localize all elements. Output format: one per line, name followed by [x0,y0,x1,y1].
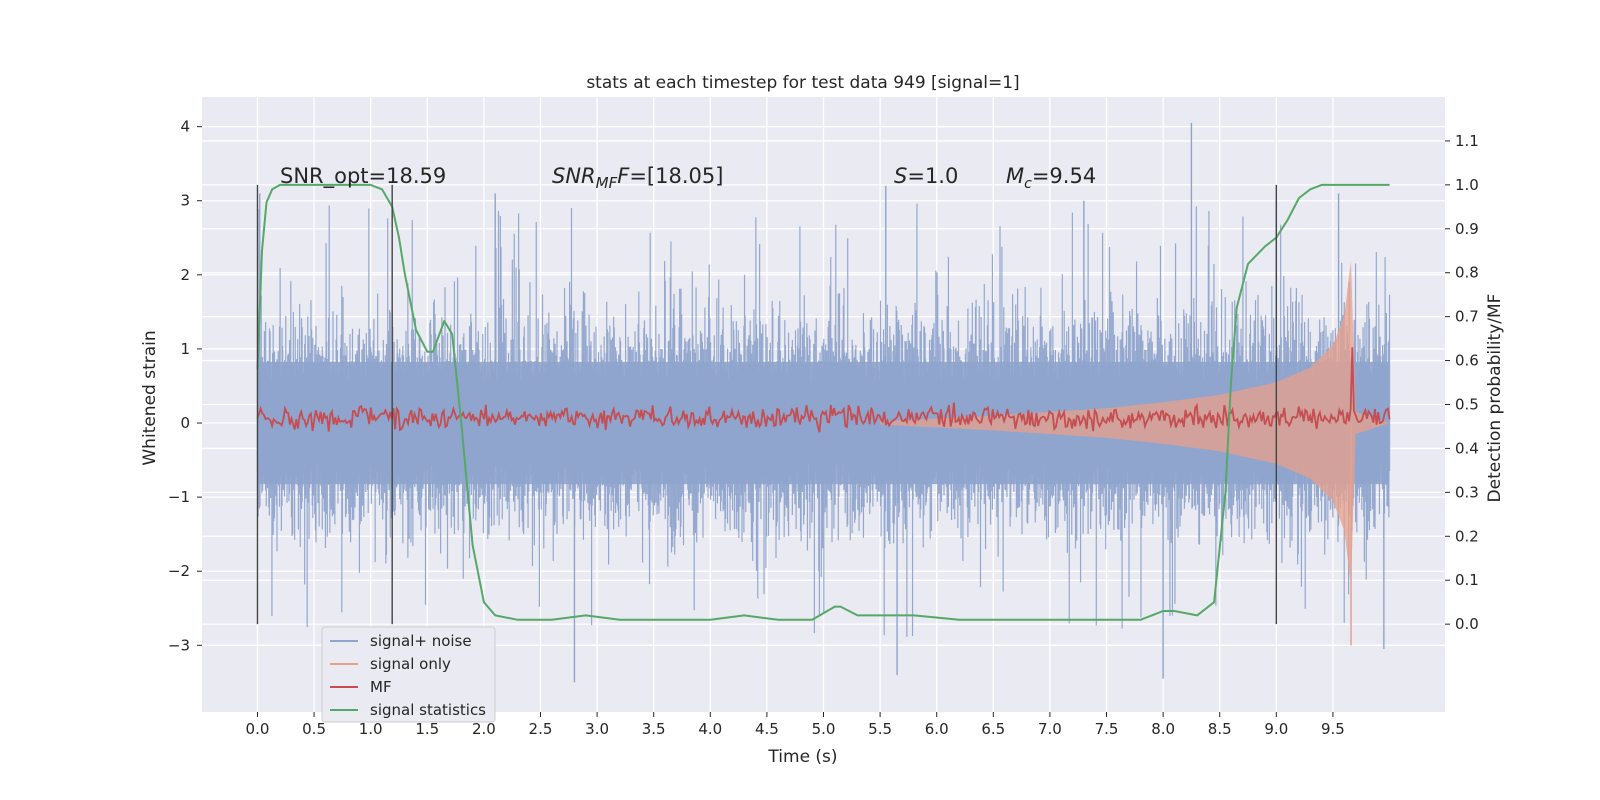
mf-series [256,347,1391,433]
x-tick-label: 3.5 [642,720,666,738]
mc-annotation: Mc=9.54 [1006,164,1096,192]
y-right-tick-label: 1.1 [1455,132,1479,150]
y-right-tick-label: 0.9 [1455,220,1479,238]
y-left-tick-label: 3 [180,192,190,210]
y-right-tick-label: 0.6 [1455,352,1479,370]
y-right-tick-label: 0.8 [1455,264,1479,282]
y-right-tick-label: 0.0 [1455,615,1479,633]
y-right-tick-label: 0.7 [1455,308,1479,326]
x-tick-label: 9.0 [1264,720,1288,738]
legend-label: signal statistics [370,701,486,719]
y-left-tick-label: −2 [168,562,190,580]
y-left-tick-label: 4 [180,118,190,136]
snr-opt-annotation: SNR_opt=18.59 [280,164,446,189]
signal-only-series [880,260,1390,586]
x-tick-label: 2.5 [529,720,553,738]
y-left-tick-label: 1 [180,340,190,358]
x-tick-label: 5.5 [868,720,892,738]
y-right-tick-label: 0.5 [1455,396,1479,414]
y-axis-left-label: Whitened strain [140,330,160,465]
snr-mf-annotation: SNRMFF=[18.05] [552,164,723,192]
y-right-tick-label: 0.4 [1455,439,1479,457]
x-tick-label: 7.0 [1038,720,1062,738]
chart-title: stats at each timestep for test data 949… [586,73,1019,93]
x-axis-label: Time (s) [767,747,837,767]
s-annotation: S=1.0 [894,164,958,188]
x-tick-label: 7.5 [1095,720,1119,738]
legend: signal+ noise signal only MF signal statist… [321,626,496,723]
y-right-tick-label: 1.0 [1455,176,1479,194]
legend-label: MF [370,678,392,696]
y-left-tick-label: 0 [180,414,190,432]
x-tick-label: 6.0 [925,720,949,738]
legend-box [321,626,496,723]
x-tick-label: 6.5 [981,720,1005,738]
x-tick-label: 9.5 [1321,720,1345,738]
signal-statistics-series [256,183,1390,621]
legend-label: signal only [370,655,451,673]
x-tick-label: 2.0 [472,720,496,738]
x-tick-label: 4.0 [698,720,722,738]
x-tick-label: 3.0 [585,720,609,738]
x-tick-label: 1.5 [415,720,439,738]
x-tick-label: 1.0 [359,720,383,738]
x-tick-label: 0.0 [246,720,270,738]
x-tick-label: 4.5 [755,720,779,738]
x-tick-label: 8.0 [1151,720,1175,738]
y-right-tick-label: 0.2 [1455,527,1479,545]
y-left-tick-label: −1 [168,488,190,506]
y-left-tick-label: −3 [168,636,190,654]
x-tick-label: 5.0 [812,720,836,738]
x-tick-label: 0.5 [302,720,326,738]
legend-label: signal+ noise [370,632,472,650]
x-tick-label: 8.5 [1208,720,1232,738]
y-right-tick-label: 0.1 [1455,571,1479,589]
y-left-tick-label: 2 [180,266,190,284]
y-axis-right-label: Detection probability/MF [1485,294,1505,503]
y-right-tick-label: 0.3 [1455,483,1479,501]
